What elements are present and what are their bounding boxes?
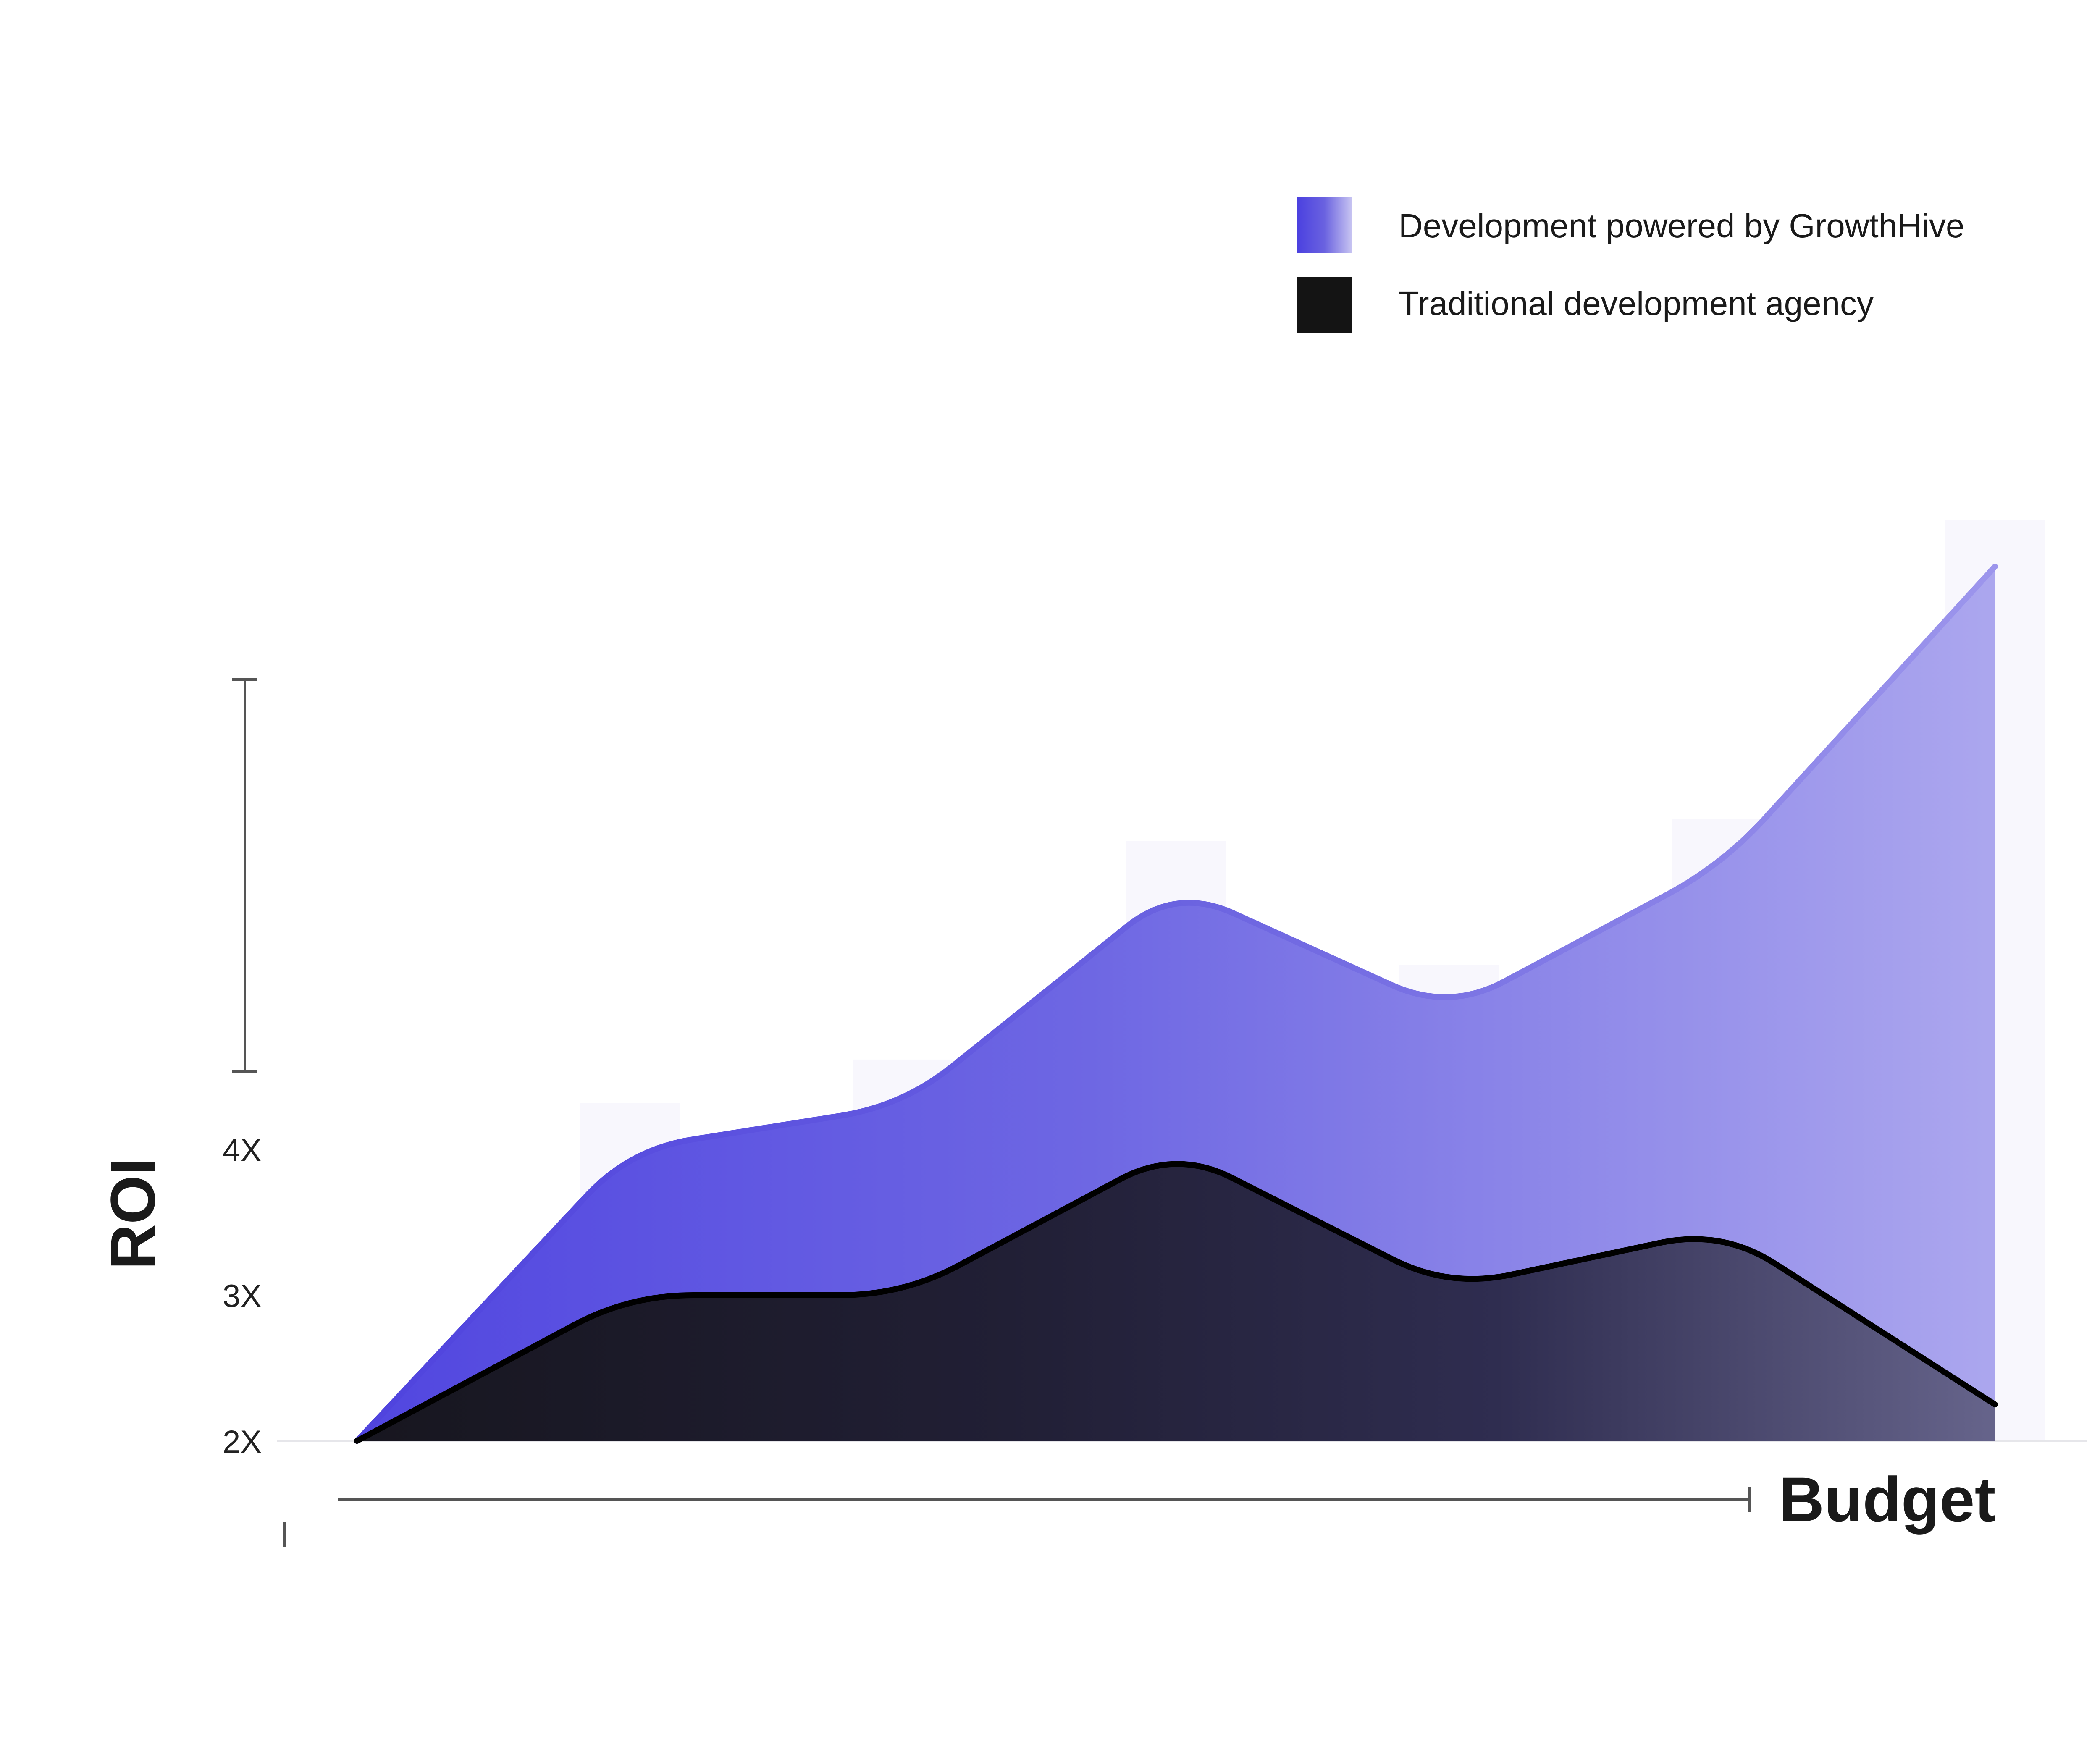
series-traditional-line	[354, 1161, 1998, 1444]
series-traditional-area	[357, 1164, 1995, 1441]
series-growthhive-line	[354, 564, 1998, 1444]
legend-label-growthhive: Development powered by GrowthHive	[1399, 207, 1964, 244]
y-range-bracket	[232, 678, 257, 1073]
legend: Development powered by GrowthHive Tradit…	[1297, 197, 1964, 333]
legend-swatch-growthhive	[1297, 197, 1352, 253]
x-axis-line	[284, 1487, 1751, 1547]
y-tick-label: 2X	[223, 1424, 262, 1460]
y-axis-title: ROI	[97, 1158, 168, 1270]
legend-label-traditional: Traditional development agency	[1399, 285, 1874, 322]
y-tick-labels: 2X 3X 4X	[223, 1133, 262, 1460]
legend-swatch-traditional	[1297, 277, 1352, 333]
x-axis-title: Budget	[1779, 1464, 1996, 1535]
series-growthhive-area	[357, 567, 1995, 1441]
series-layer	[354, 564, 1998, 1444]
y-tick-label: 4X	[223, 1133, 262, 1168]
y-tick-label: 3X	[223, 1278, 262, 1314]
